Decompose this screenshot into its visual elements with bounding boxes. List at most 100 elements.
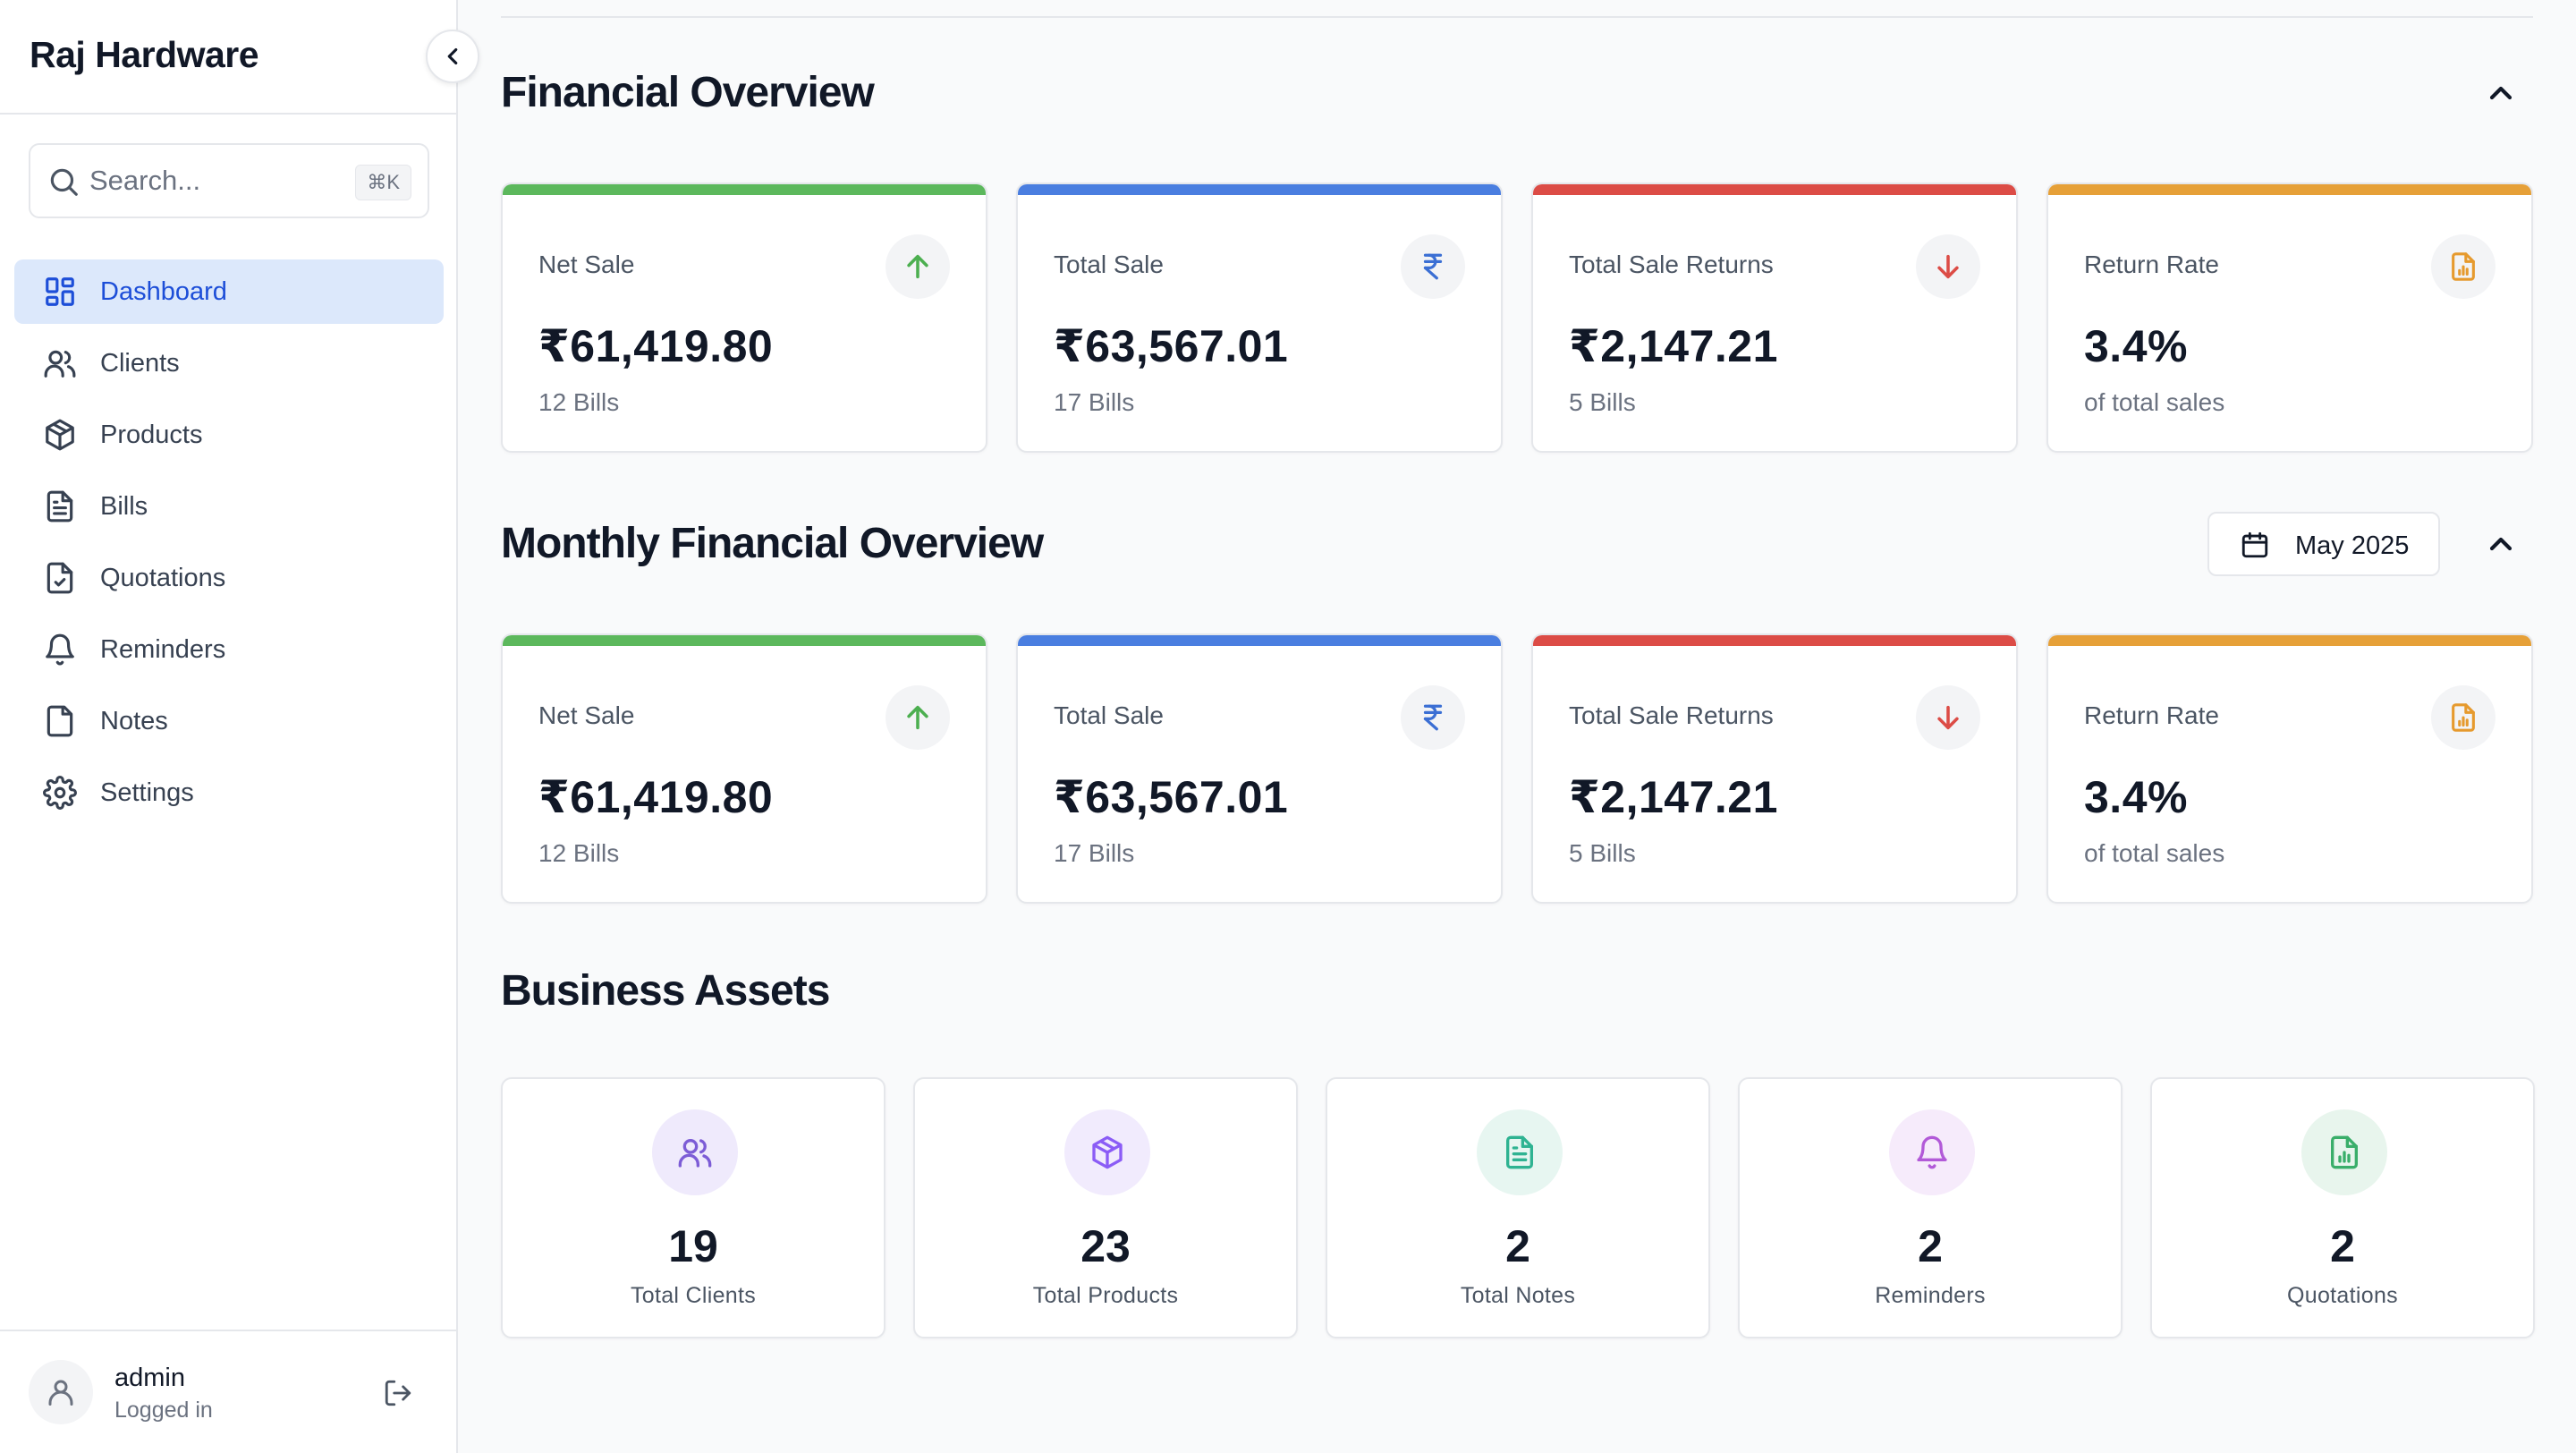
month-picker-button[interactable]: May 2025 [2207,512,2440,576]
card-label: Return Rate [2084,701,2219,729]
sidebar-item-label: Clients [100,349,180,378]
card-subtext: 12 Bills [538,388,620,416]
file-text-icon [43,489,77,523]
user-status: Logged in [114,1398,213,1423]
quotations-card[interactable]: 2 Quotations [2150,1077,2535,1338]
bell-icon [1889,1109,1975,1195]
chevron-up-icon[interactable] [2483,526,2519,562]
sidebar-item-bills[interactable]: Bills [14,474,444,539]
users-icon [43,346,77,380]
divider [501,16,2533,18]
card-subtext: 17 Bills [1054,839,1135,867]
asset-count: 2 [1505,1221,1530,1271]
sidebar-item-notes[interactable]: Notes [14,689,444,753]
logout-icon[interactable] [383,1378,413,1408]
sidebar-item-dashboard[interactable]: Dashboard [14,259,444,324]
arrow-up-icon [886,685,950,750]
card-subtext: 17 Bills [1054,388,1135,416]
card-accent-strip [2048,635,2531,646]
chevron-up-icon[interactable] [2483,75,2519,111]
asset-label: Total Notes [1460,1283,1576,1308]
total-clients-card[interactable]: 19 Total Clients [501,1077,886,1338]
sidebar: Raj Hardware Search... ⌘K Dashboard Clie… [0,0,458,1453]
report-icon [2301,1109,2387,1195]
sidebar-item-label: Settings [100,778,194,807]
search-placeholder: Search... [89,165,201,196]
card-label: Return Rate [2084,251,2219,278]
total-sale-returns-card: Total Sale Returns ₹2,147.21 5 Bills [1531,183,2018,453]
package-icon [1064,1109,1150,1195]
report-icon [2431,234,2496,299]
reminders-card[interactable]: 2 Reminders [1738,1077,2123,1338]
sidebar-item-reminders[interactable]: Reminders [14,617,444,682]
sidebar-item-label: Reminders [100,635,226,664]
card-accent-strip [1018,635,1501,646]
financial-overview-title: Financial Overview [501,69,875,116]
sidebar-item-label: Bills [100,492,148,521]
users-icon [652,1109,738,1195]
monthly-net-sale-card: Net Sale ₹61,419.80 12 Bills [501,633,987,904]
asset-label: Total Clients [630,1283,757,1308]
monthly-total-sale-returns-card: Total Sale Returns ₹2,147.21 5 Bills [1531,633,2018,904]
note-icon [43,704,77,738]
arrow-up-icon [886,234,950,299]
total-products-card[interactable]: 23 Total Products [913,1077,1298,1338]
sidebar-item-label: Notes [100,707,168,735]
asset-label: Reminders [1875,1283,1986,1308]
card-label: Total Sale Returns [1569,701,1774,729]
card-value: ₹63,567.01 [1054,321,1289,371]
asset-count: 23 [1080,1221,1131,1271]
calendar-icon [2240,530,2270,560]
card-accent-strip [503,184,986,195]
monthly-overview-title: Monthly Financial Overview [501,520,1044,567]
chevron-left-icon [439,43,466,70]
card-accent-strip [1533,635,2016,646]
sidebar-nav: Dashboard Clients Products Bills [14,259,444,832]
gear-icon [43,776,77,810]
arrow-down-icon [1916,234,1980,299]
card-label: Total Sale Returns [1569,251,1774,278]
card-accent-strip [2048,184,2531,195]
report-icon [2431,685,2496,750]
card-subtext: 5 Bills [1569,839,1636,867]
card-value: ₹2,147.21 [1569,321,1778,371]
sidebar-item-quotations[interactable]: Quotations [14,546,444,610]
return-rate-card: Return Rate 3.4% of total sales [2046,183,2533,453]
card-accent-strip [1018,184,1501,195]
monthly-total-sale-card: Total Sale ₹63,567.01 17 Bills [1016,633,1503,904]
asset-count: 2 [2330,1221,2355,1271]
sidebar-item-label: Dashboard [100,277,227,306]
sidebar-header: Raj Hardware [0,0,456,115]
bell-icon [43,633,77,667]
monthly-return-rate-card: Return Rate 3.4% of total sales [2046,633,2533,904]
search-input[interactable]: Search... ⌘K [29,143,429,218]
asset-label: Quotations [2287,1283,2398,1308]
selected-month: May 2025 [2295,531,2410,560]
card-subtext: 5 Bills [1569,388,1636,416]
card-label: Total Sale [1054,251,1164,278]
card-accent-strip [1533,184,2016,195]
card-subtext: 12 Bills [538,839,620,867]
rupee-icon [1401,234,1465,299]
search-icon [47,165,80,199]
collapse-sidebar-button[interactable] [426,30,479,83]
file-check-icon [43,561,77,595]
sidebar-item-products[interactable]: Products [14,403,444,467]
brand-name: Raj Hardware [30,34,259,75]
card-value: ₹61,419.80 [538,321,774,371]
card-label: Net Sale [538,701,635,729]
card-value: 3.4% [2084,321,2188,371]
sidebar-item-clients[interactable]: Clients [14,331,444,395]
rupee-icon [1401,685,1465,750]
asset-count: 19 [668,1221,718,1271]
user-panel: admin Logged in [0,1330,456,1453]
card-value: ₹63,567.01 [1054,772,1289,822]
net-sale-card: Net Sale ₹61,419.80 12 Bills [501,183,987,453]
avatar[interactable] [29,1360,93,1424]
total-notes-card[interactable]: 2 Total Notes [1326,1077,1710,1338]
total-sale-card: Total Sale ₹63,567.01 17 Bills [1016,183,1503,453]
sidebar-item-settings[interactable]: Settings [14,760,444,825]
card-label: Total Sale [1054,701,1164,729]
arrow-down-icon [1916,685,1980,750]
search-shortcut-badge: ⌘K [355,165,411,200]
